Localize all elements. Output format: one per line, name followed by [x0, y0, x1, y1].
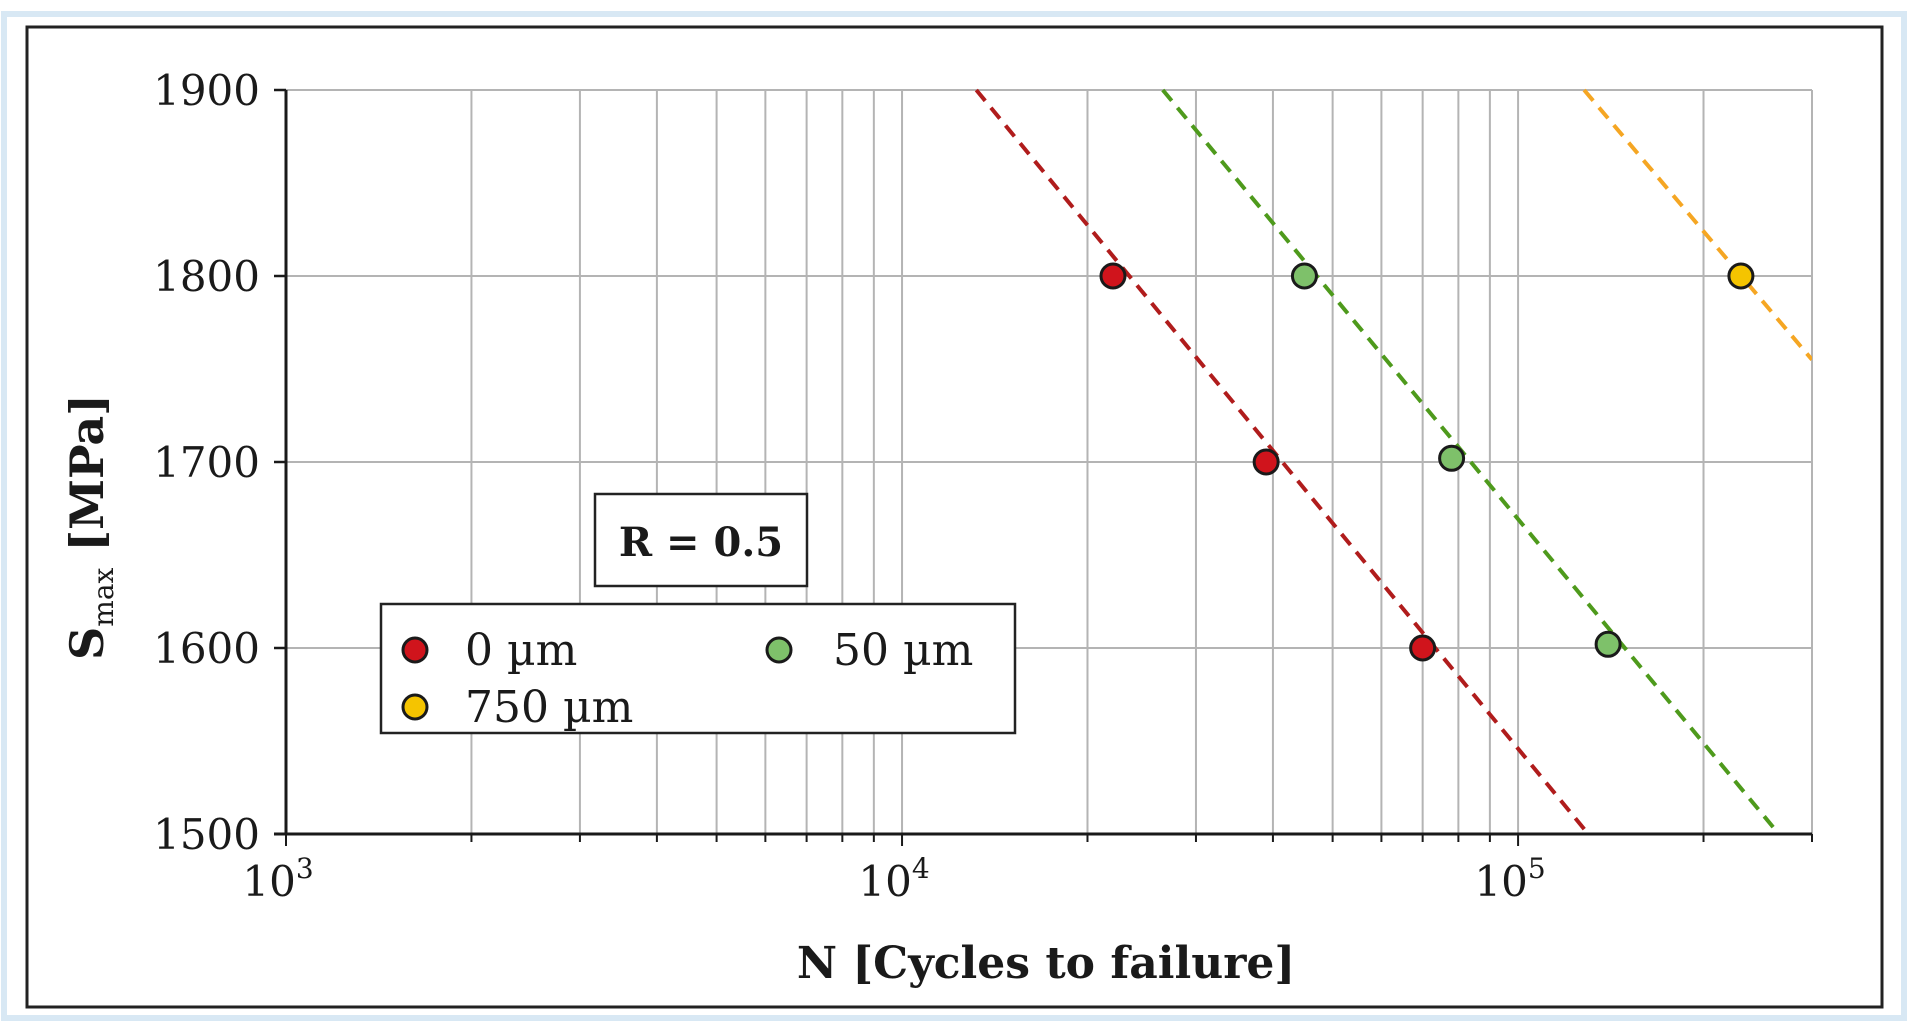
x-tick-label-exponent: 5 [1528, 852, 1546, 885]
y-tick-label: 1700 [153, 438, 260, 487]
x-tick-label: 103 [242, 852, 313, 906]
x-tick-label-exponent: 3 [296, 852, 314, 885]
x-axis-title: N [Cycles to failure] [797, 938, 1295, 989]
legend: 0 µm 50 µm 750 µm [379, 602, 1017, 735]
x-tick-label-base: 10 [1474, 857, 1527, 906]
legend-label-750um: 750 µm [465, 682, 633, 733]
legend-marker-0um [401, 636, 429, 664]
data-points-layer [1099, 262, 1755, 662]
y-tick-label: 1800 [153, 252, 260, 301]
y-tick-label: 1900 [153, 66, 260, 115]
y-tick-label: 1600 [153, 624, 260, 673]
legend-marker-750um [401, 693, 429, 721]
legend-label-0um: 0 µm [465, 625, 577, 676]
x-tick-label: 104 [858, 852, 929, 906]
x-tick-label-exponent: 4 [912, 852, 930, 885]
x-tick-label-base: 10 [858, 857, 911, 906]
y-axis-title: Smax [MPa] [60, 394, 120, 660]
annotation-text: R = 0.5 [619, 519, 783, 566]
y-axis-title-unit: [MPa] [60, 394, 114, 568]
data-point-series-0 [1252, 448, 1280, 476]
annotation-frame [593, 492, 809, 588]
y-tick-label: 1500 [153, 810, 260, 859]
legend-label-50um: 50 µm [833, 625, 973, 676]
annotation-box: R = 0.5 [593, 492, 809, 588]
legend-frame [379, 602, 1017, 735]
y-axis-title-subscript: max [87, 567, 120, 626]
legend-marker-50um [765, 636, 793, 664]
data-point-series-0 [1409, 634, 1437, 662]
legend-item-0um: 0 µm [401, 625, 577, 676]
x-tick-label-base: 10 [242, 857, 295, 906]
x-tick-label: 105 [1474, 852, 1545, 906]
data-point-series-1 [1594, 630, 1622, 658]
data-point-series-1 [1290, 262, 1318, 290]
fit-line-series-2 [1582, 88, 1812, 361]
legend-item-750um: 750 µm [401, 682, 633, 733]
data-point-series-0 [1099, 262, 1127, 290]
y-axis-title-base: S [60, 627, 114, 660]
legend-item-50um: 50 µm [765, 625, 973, 676]
figure-inner-frame [25, 25, 1884, 1009]
data-point-series-2 [1727, 262, 1755, 290]
data-point-series-1 [1438, 444, 1466, 472]
fit-lines-layer [974, 88, 1812, 834]
